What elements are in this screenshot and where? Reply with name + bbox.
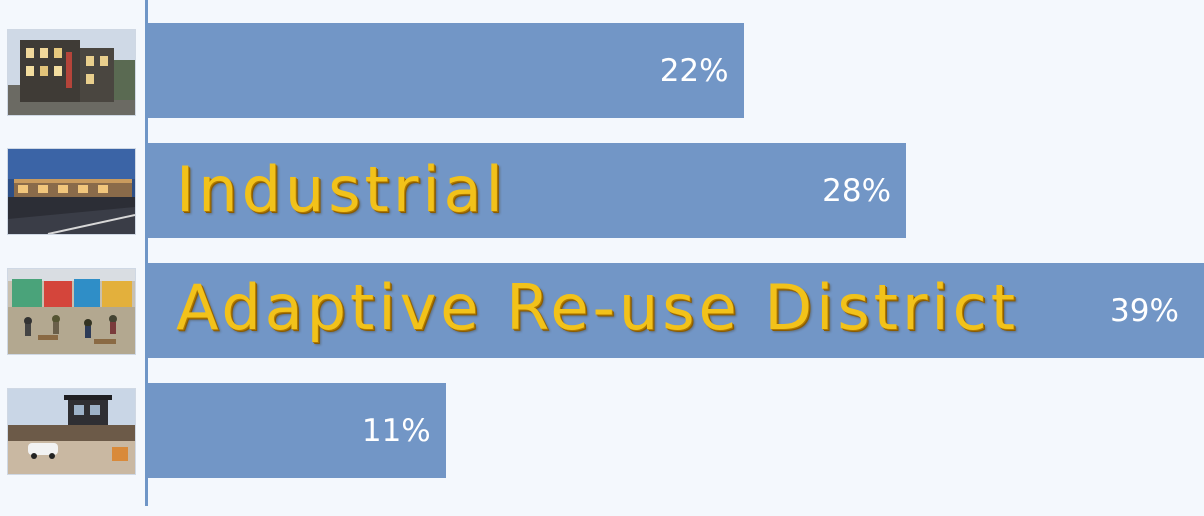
category-axis-line — [145, 0, 148, 506]
bar — [148, 143, 907, 238]
category-label-industrial: Industrial — [176, 153, 507, 226]
bar — [148, 23, 744, 118]
commercial-building-photo — [7, 388, 136, 475]
bar — [148, 263, 1204, 358]
bar-value-label: 28% — [822, 173, 892, 209]
adaptive-reuse-market-photo — [7, 268, 136, 355]
bar-value-label: 22% — [659, 53, 729, 89]
apartment-building-photo — [7, 29, 136, 116]
category-label-adaptive-reuse-district: Adaptive Re-use District — [176, 271, 1020, 344]
bar-value-label: 11% — [361, 413, 431, 449]
bar — [148, 383, 446, 478]
bar-value-label: 39% — [1110, 293, 1179, 329]
industrial-building-photo — [7, 148, 136, 235]
